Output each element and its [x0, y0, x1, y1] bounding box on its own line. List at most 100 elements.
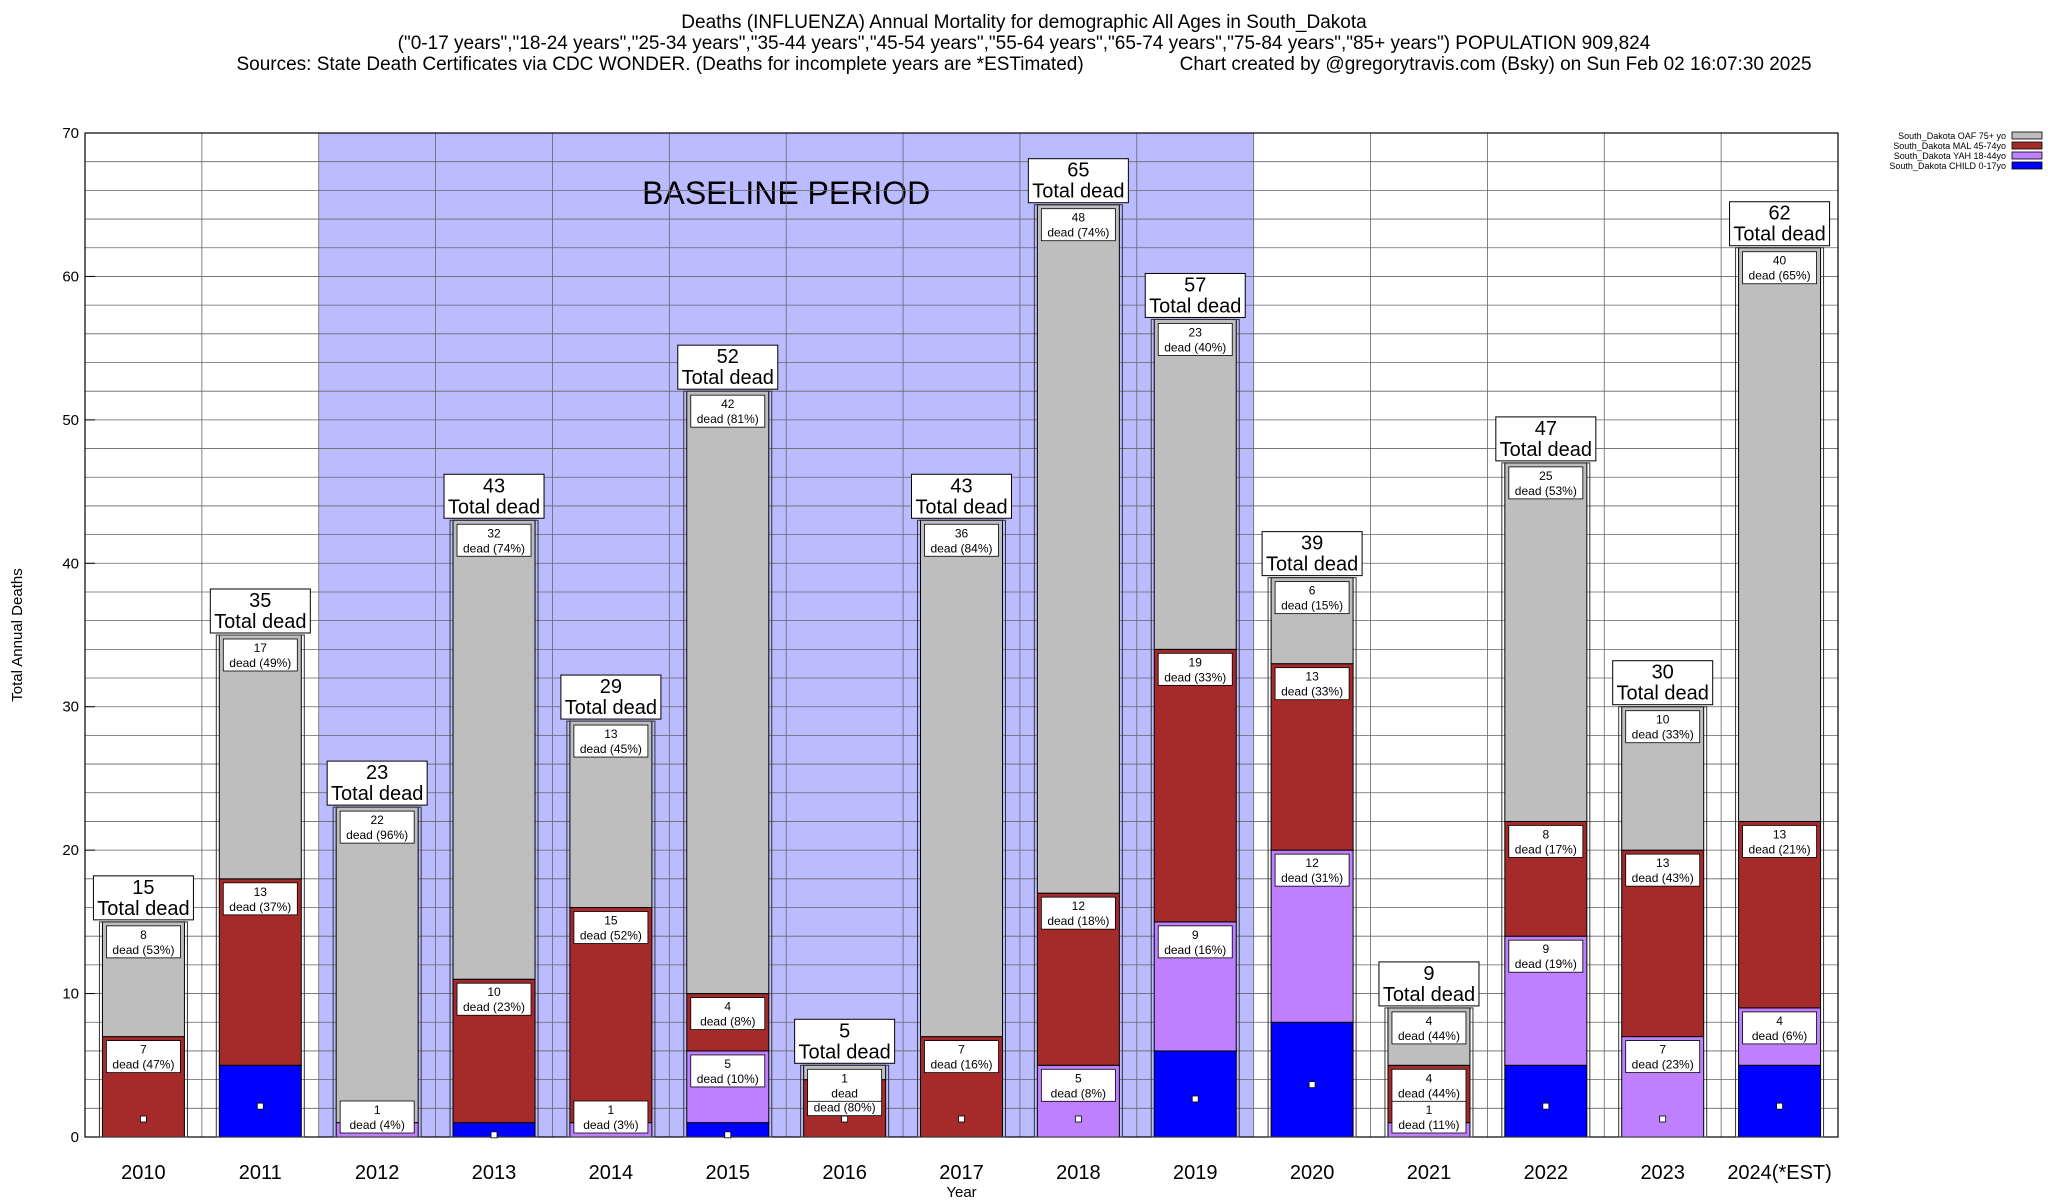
x-axis-title: Year [946, 1184, 976, 1200]
segment-percent: dead (45%) [580, 742, 642, 756]
bar-outline [332, 806, 422, 1138]
x-tick-label: 2010 [121, 1162, 166, 1184]
bar-marker [1191, 1095, 1199, 1103]
y-axis-title: Total Annual Deaths [9, 568, 26, 701]
segment-label-box [1157, 652, 1233, 686]
segment-label-box [690, 997, 766, 1030]
segment-value: 25 [1539, 469, 1553, 483]
total-label-box [911, 473, 1012, 519]
segment-value: 7 [958, 1043, 965, 1057]
segment-percent: dead (40%) [1164, 340, 1226, 354]
total-label-box [209, 588, 311, 634]
segment-percent: dead (33%) [1164, 670, 1226, 684]
bar-marker [1659, 1115, 1667, 1123]
segment-value: 23 [1189, 325, 1203, 339]
total-value: 15 [132, 877, 154, 899]
y-tick-label: 10 [62, 986, 79, 1003]
y-tick-label: 50 [62, 412, 79, 429]
segment-value: 4 [724, 1000, 731, 1014]
segment-percent: dead (74%) [1047, 226, 1109, 240]
segment-value: 12 [1072, 899, 1086, 913]
segment-percent: dead (44%) [1398, 1029, 1460, 1043]
total-label: Total dead [1500, 439, 1592, 461]
segment-label-box [1625, 1040, 1701, 1073]
segment-label-box [1040, 1068, 1116, 1102]
segment-label-box [1508, 825, 1584, 858]
total-value: 35 [249, 590, 271, 612]
bar-outline [1618, 706, 1708, 1138]
segment-value: 17 [254, 641, 268, 655]
segment-value: 10 [487, 985, 501, 999]
segment-label-box [339, 810, 415, 844]
bar-marker [140, 1115, 147, 1123]
segment-value: 9 [1542, 942, 1549, 956]
total-label: Total dead [214, 611, 306, 633]
segment-percent: dead (10%) [697, 1072, 759, 1086]
segment-value: 12 [1305, 856, 1319, 870]
segment-label-box [690, 1054, 766, 1088]
total-label-box [1261, 531, 1363, 577]
segment-value: 7 [140, 1043, 147, 1057]
segment-percent: dead (23%) [463, 1000, 525, 1014]
segment-label-box [1508, 939, 1584, 973]
total-label: Total dead [1032, 181, 1124, 203]
segment-percent: dead (84%) [930, 541, 992, 555]
segment-label-box [573, 1100, 649, 1134]
x-tick-label: 2018 [1056, 1162, 1101, 1184]
segment-value: 13 [1773, 827, 1787, 841]
total-label-box [794, 1018, 896, 1064]
segment-value: 36 [955, 526, 969, 540]
x-tick-label: 2011 [239, 1162, 282, 1184]
segment-percent: dead (16%) [1164, 943, 1226, 957]
segment-label-box [222, 882, 298, 916]
segment-percent: dead (80%) [814, 1101, 876, 1115]
segment-value: 5 [724, 1057, 731, 1071]
chart-sources-line: Sources: State Death Certificates via CD… [0, 54, 2048, 76]
segment-label-box [1391, 1011, 1467, 1045]
segment-label-box [1040, 896, 1116, 930]
segment-label-box [106, 925, 181, 959]
bar-segment-oaf [452, 519, 536, 980]
segment-label-box [456, 523, 532, 557]
bar-marker [1308, 1081, 1316, 1089]
total-label-box [92, 875, 194, 921]
segment-label-box [1391, 1068, 1467, 1102]
segment-label-box [106, 1040, 181, 1073]
total-value: 43 [483, 475, 505, 497]
bar-segment-child [1153, 1050, 1237, 1138]
segment-percent: dead (15%) [1281, 599, 1343, 613]
segment-label-box [573, 724, 649, 758]
chart-subtitle: ("0-17 years","18-24 years","25-34 years… [397, 33, 1651, 54]
segment-label-box [1742, 825, 1817, 858]
bar-marker [1074, 1115, 1082, 1123]
total-label-box [1378, 961, 1480, 1007]
segment-percent: dead (47%) [112, 1058, 174, 1072]
x-tick-label: 2022 [1524, 1162, 1569, 1184]
segment-value: 1 [608, 1103, 615, 1117]
bar-segment-oaf [1504, 462, 1588, 822]
segment-value: 22 [370, 813, 384, 827]
bar-segment-child [1738, 1064, 1822, 1138]
segment-value: 40 [1773, 254, 1787, 268]
segment-label-box [1625, 853, 1701, 887]
segment-value: 13 [1305, 670, 1319, 684]
segment-value: 4 [1426, 1014, 1433, 1028]
segment-percent: dead (17%) [1515, 842, 1577, 856]
x-tick-label: 2015 [706, 1162, 751, 1184]
segment-value: 42 [721, 397, 735, 411]
total-label-box [677, 344, 779, 390]
total-label-box [443, 473, 545, 519]
segment-percent: dead (53%) [1515, 484, 1577, 498]
chart-title: Deaths (INFLUENZA) Annual Mortality for … [681, 12, 1367, 33]
legend-label: South_Dakota OAF 75+ yo [1898, 131, 2006, 141]
bar-marker [724, 1131, 732, 1139]
segment-label-box [339, 1100, 415, 1134]
bar-segment-oaf [1036, 204, 1120, 894]
x-tick-label: 2016 [822, 1162, 867, 1184]
x-tick-label: 2013 [472, 1162, 517, 1184]
total-label-box [1027, 158, 1129, 204]
total-label: Total dead [1383, 984, 1475, 1006]
chart-credit: Chart created by @gregorytravis.com (Bsk… [1179, 54, 1812, 75]
bar-outline [1384, 1007, 1474, 1138]
total-label: Total dead [915, 496, 1007, 518]
